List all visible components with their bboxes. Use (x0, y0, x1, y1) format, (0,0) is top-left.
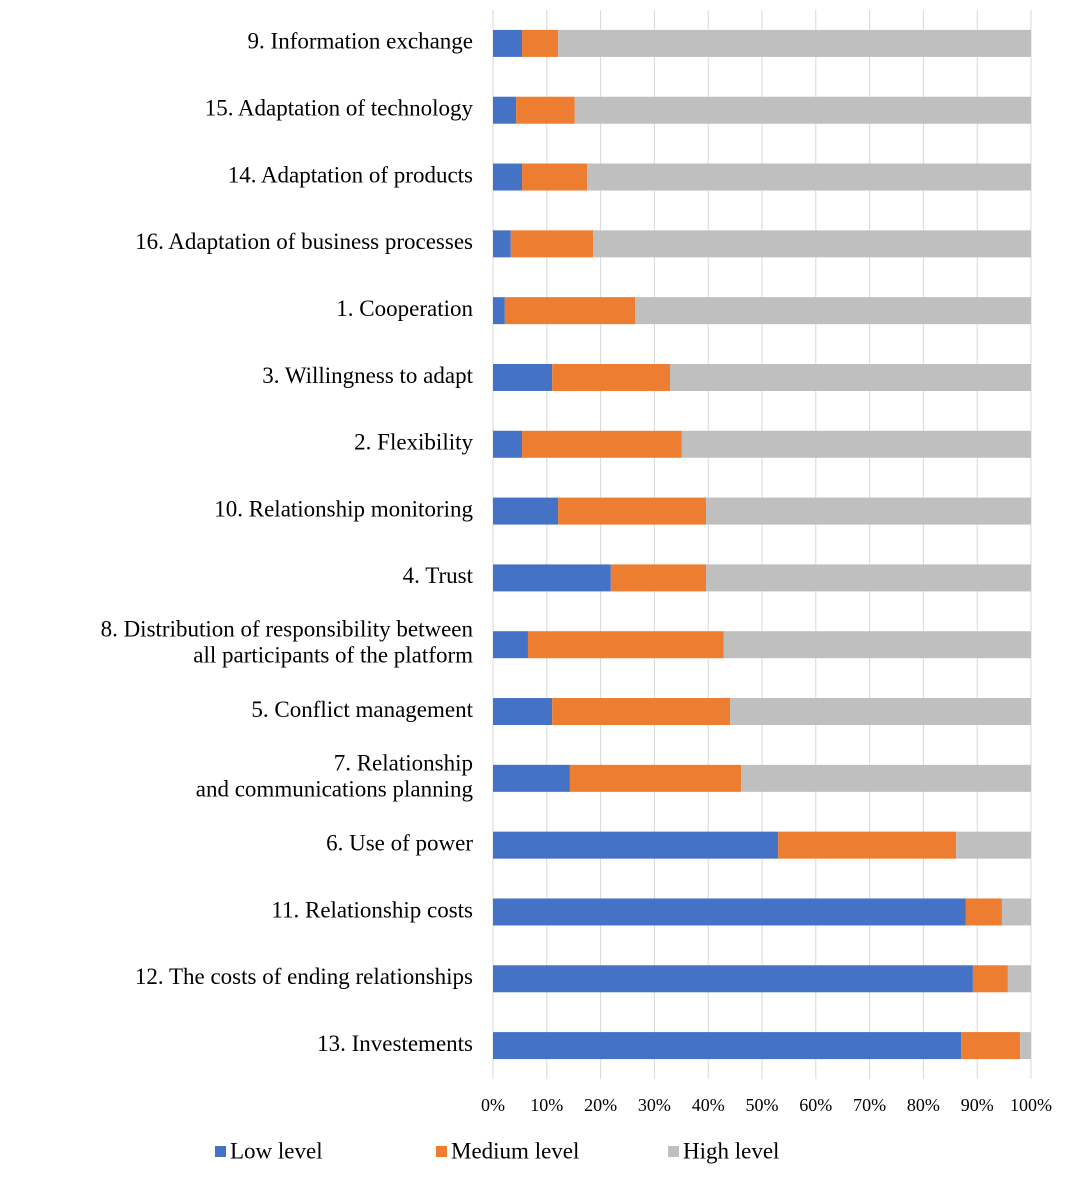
bar-segment (670, 363, 1031, 391)
category-label: 7. Relationship and communications planni… (196, 751, 474, 802)
legend-swatch (215, 1146, 226, 1157)
bar-segment (706, 564, 1031, 592)
bar-segment (587, 163, 1031, 191)
bar-segment (493, 497, 559, 525)
bar-segment (730, 698, 1031, 726)
category-label: 10. Relationship monitoring (214, 496, 473, 521)
bar-segment (493, 898, 966, 926)
bar-segment (527, 631, 724, 659)
bar-segment (706, 497, 1031, 525)
category-label: 12. The costs of ending relationships (135, 964, 473, 989)
x-tick-label: 90% (961, 1095, 994, 1115)
bar-segment (493, 363, 553, 391)
bar-segment (552, 698, 731, 726)
x-tick-label: 10% (530, 1095, 563, 1115)
bar-segment (965, 898, 1002, 926)
bar-segment (635, 297, 1031, 325)
bar-segment (493, 631, 528, 659)
bar-segment (1007, 965, 1031, 993)
bar-segment (558, 497, 707, 525)
x-tick-label: 50% (746, 1095, 779, 1115)
bar-segment (510, 230, 594, 258)
bar-segment (493, 831, 779, 859)
category-label: 9. Information exchange (248, 29, 473, 54)
bar-segment (493, 230, 511, 258)
bar-segment (741, 764, 1031, 792)
bar-segment (778, 831, 957, 859)
legend-swatch (668, 1146, 679, 1157)
category-label: 3. Willingness to adapt (262, 363, 473, 388)
bar-segment (504, 297, 636, 325)
category-label: 16. Adaptation of business processes (135, 229, 473, 254)
bar-segment (1020, 1032, 1031, 1060)
x-tick-label: 70% (853, 1095, 886, 1115)
category-label: 14. Adaptation of products (228, 162, 473, 187)
x-tick-label: 60% (799, 1095, 832, 1115)
bar-segment (723, 631, 1031, 659)
bar-segment (972, 965, 1008, 993)
x-tick-label: 20% (584, 1095, 617, 1115)
x-tick-label: 80% (907, 1095, 940, 1115)
bar-segment (493, 430, 523, 458)
bar-segment (493, 698, 553, 726)
bar-segment (493, 965, 973, 993)
bar-segment (574, 96, 1031, 124)
bar-segment (516, 96, 575, 124)
category-label: 2. Flexibility (354, 430, 473, 455)
bar-segment (493, 297, 505, 325)
bar-segment (961, 1032, 1021, 1060)
x-tick-label: 30% (638, 1095, 671, 1115)
bar-segment (593, 230, 1031, 258)
x-tick-label: 40% (692, 1095, 725, 1115)
bar-segment (956, 831, 1031, 859)
bar-segment (552, 363, 671, 391)
bar-segment (681, 430, 1031, 458)
bar-segment (522, 29, 559, 57)
bar-segment (493, 29, 523, 57)
category-label: 11. Relationship costs (271, 897, 473, 922)
x-tick-label: 100% (1010, 1095, 1052, 1115)
legend-label: Medium level (451, 1138, 579, 1163)
bar-segment (558, 29, 1031, 57)
bar-segment (493, 1032, 962, 1060)
category-label: 8. Distribution of responsibility betwee… (101, 617, 474, 668)
category-label: 5. Conflict management (251, 697, 473, 722)
bar-segment (1001, 898, 1031, 926)
legend-label: Low level (230, 1138, 323, 1163)
bar-segment (493, 564, 611, 592)
category-label: 6. Use of power (326, 830, 473, 855)
bar-segment (522, 163, 588, 191)
bar-segment (610, 564, 707, 592)
x-tick-label: 0% (481, 1095, 505, 1115)
bar-segment (493, 764, 570, 792)
bar-segment (493, 163, 523, 191)
bar-segment (493, 96, 517, 124)
legend-swatch (436, 1146, 447, 1157)
category-label: 1. Cooperation (336, 296, 473, 321)
category-label: 15. Adaptation of technology (205, 96, 474, 121)
category-label: 4. Trust (403, 563, 474, 588)
bar-segment (522, 430, 682, 458)
category-label: 13. Investements (317, 1031, 473, 1056)
legend-label: High level (683, 1138, 779, 1163)
bar-segment (569, 764, 742, 792)
